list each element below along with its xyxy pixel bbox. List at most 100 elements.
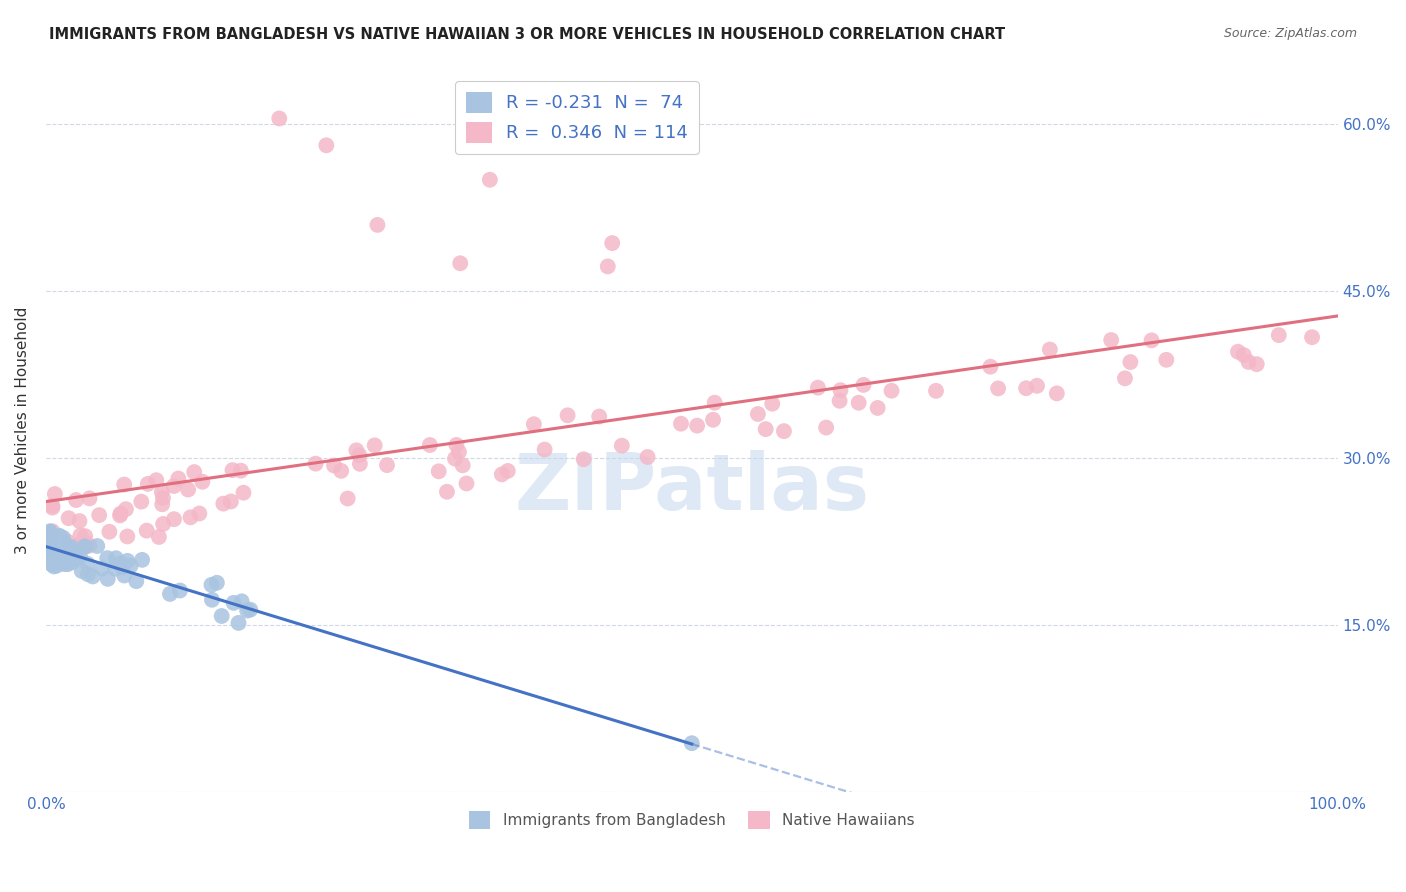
Point <box>681 736 703 750</box>
Point <box>41 499 63 513</box>
Point <box>222 596 245 610</box>
Text: Source: ZipAtlas.com: Source: ZipAtlas.com <box>1223 27 1357 40</box>
Point <box>110 556 132 570</box>
Point <box>212 497 235 511</box>
Point <box>669 417 692 431</box>
Point <box>82 569 104 583</box>
Point <box>38 525 60 540</box>
Point <box>56 543 79 558</box>
Point <box>41 524 63 539</box>
Point <box>807 381 830 395</box>
Point <box>37 534 59 549</box>
Point <box>191 475 214 489</box>
Point <box>39 540 62 554</box>
Point <box>69 549 91 564</box>
Point <box>169 583 191 598</box>
Point <box>315 138 337 153</box>
Point <box>1156 352 1178 367</box>
Point <box>45 558 67 573</box>
Point <box>89 508 111 522</box>
Point <box>478 173 501 187</box>
Point <box>86 539 108 553</box>
Point <box>131 553 153 567</box>
Point <box>375 458 398 472</box>
Point <box>41 500 63 515</box>
Point <box>70 564 93 578</box>
Point <box>150 485 173 500</box>
Point <box>363 438 385 452</box>
Point <box>48 529 70 543</box>
Point <box>188 507 211 521</box>
Point <box>1246 357 1268 371</box>
Point <box>201 592 224 607</box>
Point <box>65 551 87 566</box>
Legend: Immigrants from Bangladesh, Native Hawaiians: Immigrants from Bangladesh, Native Hawai… <box>463 805 921 835</box>
Point <box>565 108 588 122</box>
Point <box>219 494 242 508</box>
Point <box>44 553 66 567</box>
Point <box>304 457 326 471</box>
Point <box>557 409 579 423</box>
Point <box>69 514 91 528</box>
Point <box>69 537 91 551</box>
Point <box>852 378 875 392</box>
Point <box>73 540 96 554</box>
Point <box>588 409 610 424</box>
Point <box>49 530 72 544</box>
Point <box>145 473 167 487</box>
Point <box>76 567 98 582</box>
Point <box>39 524 62 539</box>
Point <box>52 531 75 545</box>
Point <box>880 384 903 398</box>
Point <box>637 450 659 464</box>
Point <box>96 551 118 566</box>
Point <box>111 560 134 574</box>
Point <box>75 536 97 550</box>
Point <box>152 516 174 531</box>
Point <box>44 487 66 501</box>
Point <box>925 384 948 398</box>
Point <box>703 395 725 409</box>
Point <box>610 439 633 453</box>
Point <box>349 448 371 462</box>
Point <box>75 540 97 554</box>
Point <box>596 260 619 274</box>
Point <box>761 397 783 411</box>
Point <box>1046 386 1069 401</box>
Point <box>229 464 252 478</box>
Point <box>60 540 83 554</box>
Point <box>987 381 1010 395</box>
Point <box>444 451 467 466</box>
Point <box>117 529 139 543</box>
Point <box>496 464 519 478</box>
Point <box>163 512 186 526</box>
Point <box>110 507 132 521</box>
Point <box>56 541 79 555</box>
Point <box>451 458 474 473</box>
Point <box>200 578 222 592</box>
Point <box>523 417 546 432</box>
Point <box>686 418 709 433</box>
Point <box>112 477 135 491</box>
Point <box>344 443 367 458</box>
Point <box>152 491 174 505</box>
Point <box>79 539 101 553</box>
Point <box>236 603 259 617</box>
Point <box>37 545 59 559</box>
Point <box>221 463 243 477</box>
Point <box>436 484 458 499</box>
Point <box>269 112 291 126</box>
Point <box>117 554 139 568</box>
Point <box>228 615 250 630</box>
Point <box>239 603 262 617</box>
Point <box>42 543 65 558</box>
Point <box>600 236 623 251</box>
Point <box>1301 330 1323 344</box>
Point <box>52 536 75 550</box>
Point <box>755 422 778 436</box>
Point <box>533 442 555 457</box>
Text: ZIPatlas: ZIPatlas <box>515 450 869 526</box>
Point <box>830 383 852 397</box>
Point <box>37 541 59 556</box>
Point <box>330 464 353 478</box>
